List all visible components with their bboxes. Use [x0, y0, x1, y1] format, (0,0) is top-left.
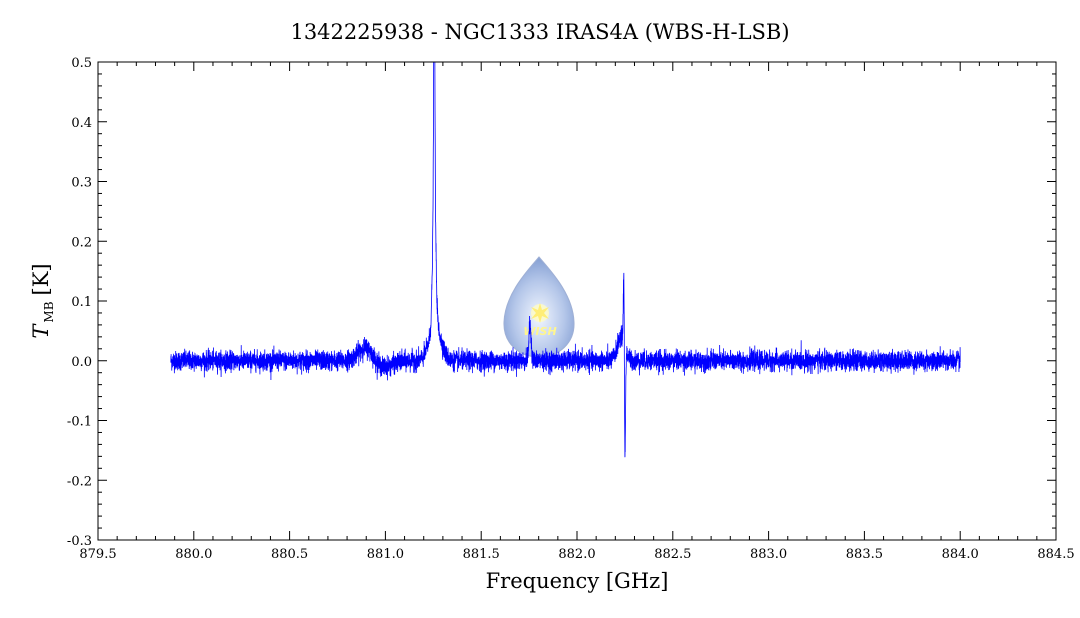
x-tick-label: 880.5: [271, 547, 308, 562]
wish-logo-text: WISH: [523, 325, 556, 338]
x-tick-label: 882.0: [558, 547, 595, 562]
y-axis-symbol: T: [29, 323, 53, 339]
x-tick-label: 883.0: [750, 547, 787, 562]
spectrum-line: [170, 62, 961, 458]
chart-title: 1342225938 - NGC1333 IRAS4A (WBS-H-LSB): [290, 20, 789, 44]
x-tick-label: 882.5: [654, 547, 691, 562]
x-tick-label: 881.5: [463, 547, 500, 562]
x-tick-label: 883.5: [846, 547, 883, 562]
x-tick-label: 879.5: [79, 547, 116, 562]
wish-logo: WISH: [503, 256, 575, 358]
y-tick-label: 0.4: [71, 116, 92, 131]
y-tick-label: -0.1: [67, 415, 92, 430]
y-tick-label: 0.3: [71, 176, 92, 191]
x-axis-label: Frequency [GHz]: [486, 569, 669, 593]
x-tick-label: 880.0: [175, 547, 212, 562]
y-tick-label: 0.1: [71, 295, 92, 310]
x-tick-label: 884.5: [1037, 547, 1074, 562]
x-tick-label: 881.0: [367, 547, 404, 562]
y-tick-label: -0.3: [67, 534, 92, 549]
axis-ticks: [97, 61, 1057, 541]
wish-logo-star-icon: [531, 303, 549, 323]
y-axis-subscript: MB: [42, 301, 56, 322]
y-tick-label: 0.0: [71, 355, 92, 370]
y-axis-unit: [K]: [29, 263, 53, 295]
x-tick-label: 884.0: [942, 547, 979, 562]
y-tick-label: -0.2: [67, 474, 92, 489]
axis-tick-labels: 879.5 880.0 880.5 881.0 881.5 882.0 882.5 883.0…: [67, 56, 1075, 562]
y-axis-label: TMB [K]: [29, 263, 56, 338]
y-tick-label: 0.5: [71, 56, 92, 71]
plot-frame: [97, 61, 1057, 541]
y-tick-label: 0.2: [71, 235, 92, 250]
svg-text:TMB[K]: TMB [K]: [29, 263, 56, 338]
